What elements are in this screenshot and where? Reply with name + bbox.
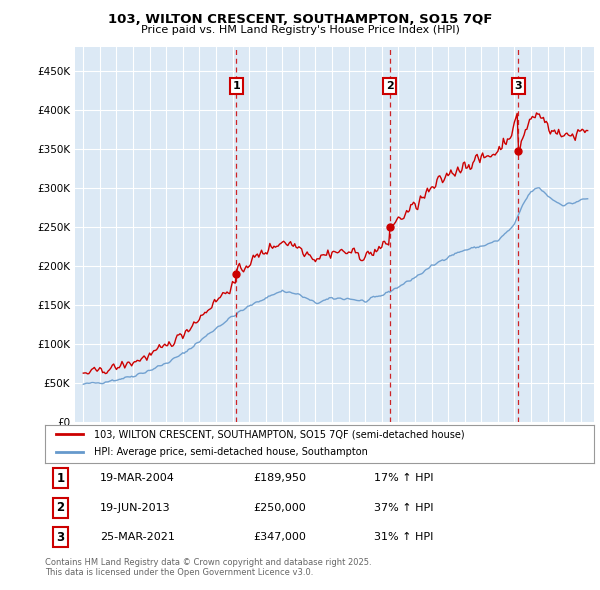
Text: 19-JUN-2013: 19-JUN-2013 — [100, 503, 170, 513]
Text: 37% ↑ HPI: 37% ↑ HPI — [374, 503, 434, 513]
Text: £189,950: £189,950 — [254, 473, 307, 483]
Text: 2: 2 — [56, 501, 64, 514]
Text: 1: 1 — [232, 81, 240, 91]
Text: Price paid vs. HM Land Registry's House Price Index (HPI): Price paid vs. HM Land Registry's House … — [140, 25, 460, 35]
Text: HPI: Average price, semi-detached house, Southampton: HPI: Average price, semi-detached house,… — [94, 447, 368, 457]
Text: 1: 1 — [56, 471, 64, 485]
Text: 3: 3 — [56, 530, 64, 544]
Text: Contains HM Land Registry data © Crown copyright and database right 2025.
This d: Contains HM Land Registry data © Crown c… — [45, 558, 371, 577]
Text: 103, WILTON CRESCENT, SOUTHAMPTON, SO15 7QF: 103, WILTON CRESCENT, SOUTHAMPTON, SO15 … — [108, 13, 492, 26]
Text: 103, WILTON CRESCENT, SOUTHAMPTON, SO15 7QF (semi-detached house): 103, WILTON CRESCENT, SOUTHAMPTON, SO15 … — [94, 430, 465, 440]
Text: £250,000: £250,000 — [254, 503, 307, 513]
Text: 2: 2 — [386, 81, 394, 91]
Text: 25-MAR-2021: 25-MAR-2021 — [100, 532, 175, 542]
Text: £347,000: £347,000 — [254, 532, 307, 542]
Text: 17% ↑ HPI: 17% ↑ HPI — [374, 473, 434, 483]
Text: 19-MAR-2004: 19-MAR-2004 — [100, 473, 175, 483]
Text: 3: 3 — [514, 81, 522, 91]
Text: 31% ↑ HPI: 31% ↑ HPI — [374, 532, 434, 542]
